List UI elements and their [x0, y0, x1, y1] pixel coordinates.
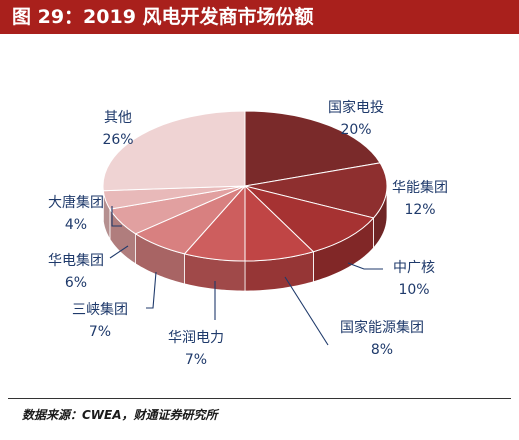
slice-label-8: 其他 — [104, 110, 132, 126]
pie-labels: 国家电投 20% 华能集团 12% 中广核 10% 国家能源集团 8% 华润电力 7% 三峡集团 7%… — [48, 99, 448, 368]
slice-label-3: 国家能源集团 — [340, 319, 424, 336]
slice-value-1: 12% — [404, 202, 435, 218]
slice-label-1: 华能集团 — [392, 179, 448, 196]
source-note: 数据来源：CWEA，财通证券研究所 — [22, 408, 218, 422]
pie-slice-8 — [102, 110, 246, 192]
pie-slice-0 — [244, 110, 381, 187]
slice-value-2: 10% — [398, 282, 429, 298]
footer-divider — [8, 398, 511, 399]
pie-slice-1 — [244, 162, 388, 219]
slice-value-4: 7% — [185, 352, 207, 368]
leader-line-3 — [284, 276, 329, 346]
slice-label-7: 大唐集团 — [48, 194, 104, 211]
slice-value-5: 7% — [89, 324, 111, 340]
slice-label-4: 华润电力 — [168, 330, 224, 346]
slice-label-0: 国家电投 — [328, 99, 384, 116]
slice-label-2: 中广核 — [393, 260, 435, 276]
slice-label-5: 三峡集团 — [72, 301, 128, 318]
slice-label-6: 华电集团 — [48, 252, 104, 269]
pie-chart: 国家电投 20% 华能集团 12% 中广核 10% 国家能源集团 8% 华润电力 7% 三峡集团 7%… — [48, 99, 448, 368]
slice-value-0: 20% — [340, 122, 371, 138]
slice-value-6: 6% — [65, 275, 87, 291]
leader-line-5 — [146, 271, 157, 309]
slice-value-8: 26% — [102, 132, 133, 148]
slice-value-7: 4% — [65, 217, 87, 233]
figure-title: 图 29：2019 风电开发商市场份额 — [0, 0, 519, 34]
pie-slices — [102, 110, 388, 292]
slice-value-3: 8% — [371, 342, 393, 358]
leader-line-6 — [109, 245, 129, 259]
leader-line-2 — [347, 262, 383, 270]
pie-slice-2 — [243, 185, 375, 253]
leader-line-7 — [111, 206, 122, 227]
